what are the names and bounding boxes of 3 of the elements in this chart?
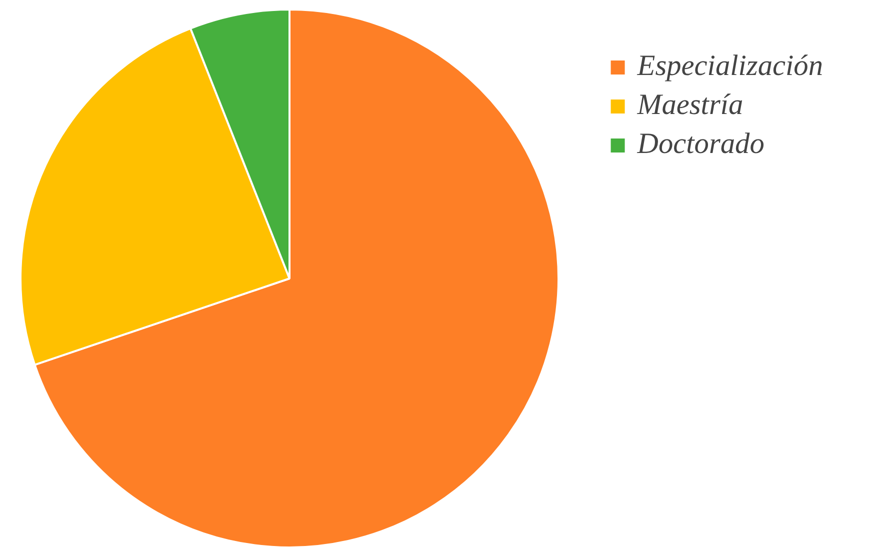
legend-label: Maestría [637,89,744,122]
legend-label: Especialización [637,50,823,83]
legend-label: Doctorado [637,128,764,161]
